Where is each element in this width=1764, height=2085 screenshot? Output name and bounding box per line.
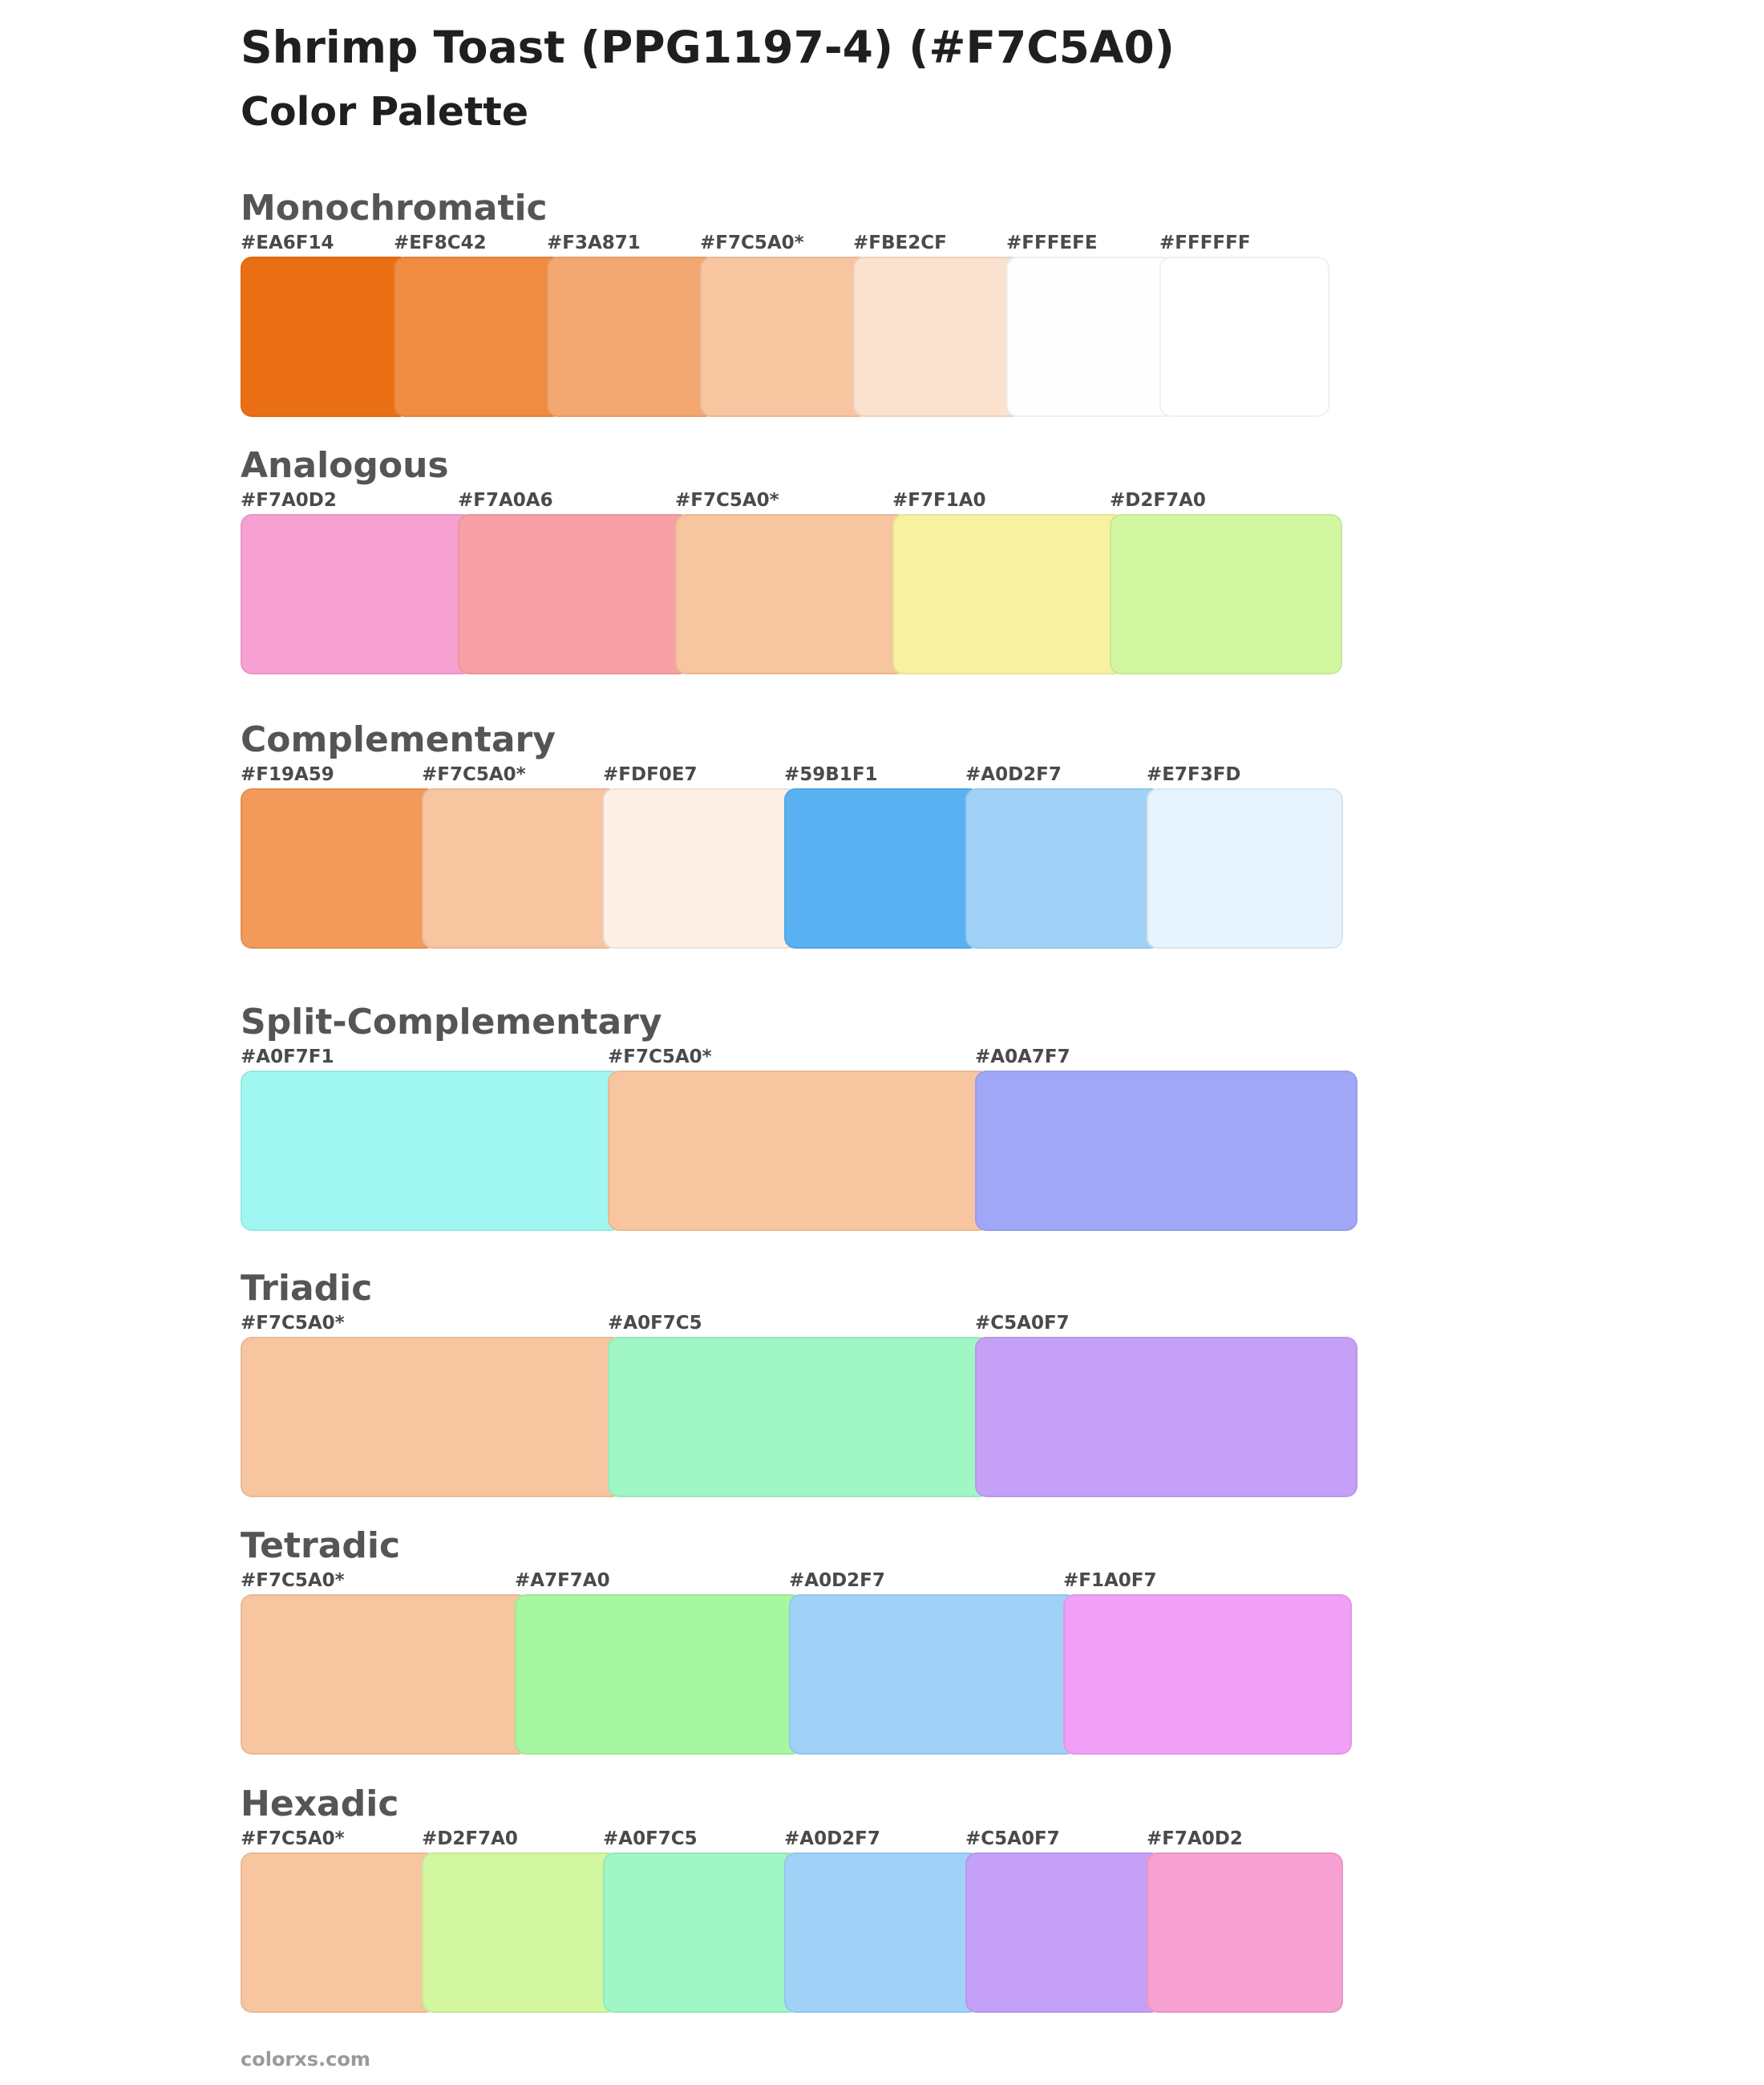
hex-label: #F7C5A0*	[700, 233, 804, 253]
hex-label: #A0F7C5	[608, 1313, 702, 1334]
page-subtitle: Color Palette	[241, 89, 529, 135]
hex-label: #F7C5A0*	[241, 1313, 345, 1334]
section-title: Hexadic	[241, 1783, 399, 1824]
hex-label: #D2F7A0	[1110, 490, 1206, 511]
hex-label: #A0F7C5	[603, 1828, 698, 1849]
hex-label: #A0F7F1	[241, 1047, 334, 1067]
hex-label: #F7C5A0*	[241, 1570, 345, 1591]
color-swatch[interactable]	[675, 514, 908, 674]
color-swatch[interactable]	[241, 1594, 529, 1755]
color-swatch[interactable]	[241, 257, 411, 417]
hex-label: #A0D2F7	[784, 1828, 880, 1849]
section-title: Analogous	[241, 445, 449, 486]
color-swatch[interactable]	[608, 1337, 990, 1497]
color-swatch[interactable]	[965, 788, 1162, 949]
color-swatch[interactable]	[1110, 514, 1342, 674]
color-swatch[interactable]	[975, 1071, 1357, 1231]
color-swatch[interactable]	[241, 514, 473, 674]
color-swatch[interactable]	[422, 788, 618, 949]
color-swatch[interactable]	[1147, 788, 1343, 949]
color-swatch[interactable]	[965, 1852, 1162, 2013]
color-swatch[interactable]	[422, 1852, 618, 2013]
color-swatch[interactable]	[603, 1852, 799, 2013]
section-title: Triadic	[241, 1268, 373, 1309]
color-swatch[interactable]	[1063, 1594, 1352, 1755]
hex-label: #E7F3FD	[1147, 764, 1241, 785]
hex-label: #F7A0A6	[458, 490, 553, 511]
hex-label: #F7C5A0*	[422, 764, 526, 785]
section-title: Split-Complementary	[241, 1002, 662, 1042]
color-swatch[interactable]	[892, 514, 1125, 674]
color-swatch[interactable]	[241, 1337, 623, 1497]
color-swatch[interactable]	[975, 1337, 1357, 1497]
hex-label: #C5A0F7	[965, 1828, 1060, 1849]
hex-label: #FDF0E7	[603, 764, 698, 785]
section-title: Complementary	[241, 719, 556, 760]
page-title: Shrimp Toast (PPG1197-4) (#F7C5A0)	[241, 22, 1175, 73]
hex-label: #F3A871	[547, 233, 641, 253]
hex-label: #F7C5A0*	[241, 1828, 345, 1849]
hex-label: #D2F7A0	[422, 1828, 518, 1849]
hex-label: #A0D2F7	[789, 1570, 885, 1591]
color-swatch[interactable]	[515, 1594, 803, 1755]
hex-label: #F19A59	[241, 764, 334, 785]
color-swatch[interactable]	[784, 788, 981, 949]
color-swatch[interactable]	[458, 514, 690, 674]
hex-label: #A0D2F7	[965, 764, 1062, 785]
color-swatch[interactable]	[1159, 257, 1329, 417]
hex-label: #F7A0D2	[1147, 1828, 1243, 1849]
hex-label: #C5A0F7	[975, 1313, 1070, 1334]
color-swatch[interactable]	[700, 257, 870, 417]
hex-label: #F7C5A0*	[608, 1047, 712, 1067]
color-swatch[interactable]	[241, 788, 437, 949]
hex-label: #EA6F14	[241, 233, 334, 253]
color-swatch[interactable]	[1006, 257, 1176, 417]
hex-label: #A7F7A0	[515, 1570, 610, 1591]
hex-label: #F7F1A0	[892, 490, 986, 511]
section-title: Tetradic	[241, 1525, 401, 1566]
hex-label: #FFFEFE	[1006, 233, 1098, 253]
color-swatch[interactable]	[1147, 1852, 1343, 2013]
hex-label: #F7C5A0*	[675, 490, 779, 511]
color-swatch[interactable]	[608, 1071, 990, 1231]
footer-site-link[interactable]: colorxs.com	[241, 2048, 370, 2071]
color-swatch[interactable]	[789, 1594, 1078, 1755]
hex-label: #A0A7F7	[975, 1047, 1070, 1067]
hex-label: #FFFFFF	[1159, 233, 1251, 253]
color-swatch[interactable]	[603, 788, 799, 949]
color-swatch[interactable]	[853, 257, 1023, 417]
section-title: Monochromatic	[241, 188, 548, 229]
hex-label: #59B1F1	[784, 764, 878, 785]
hex-label: #EF8C42	[394, 233, 487, 253]
color-swatch[interactable]	[784, 1852, 981, 2013]
hex-label: #F7A0D2	[241, 490, 337, 511]
color-swatch[interactable]	[241, 1071, 623, 1231]
hex-label: #F1A0F7	[1063, 1570, 1157, 1591]
hex-label: #FBE2CF	[853, 233, 947, 253]
color-swatch[interactable]	[241, 1852, 437, 2013]
color-swatch[interactable]	[547, 257, 717, 417]
color-swatch[interactable]	[394, 257, 564, 417]
